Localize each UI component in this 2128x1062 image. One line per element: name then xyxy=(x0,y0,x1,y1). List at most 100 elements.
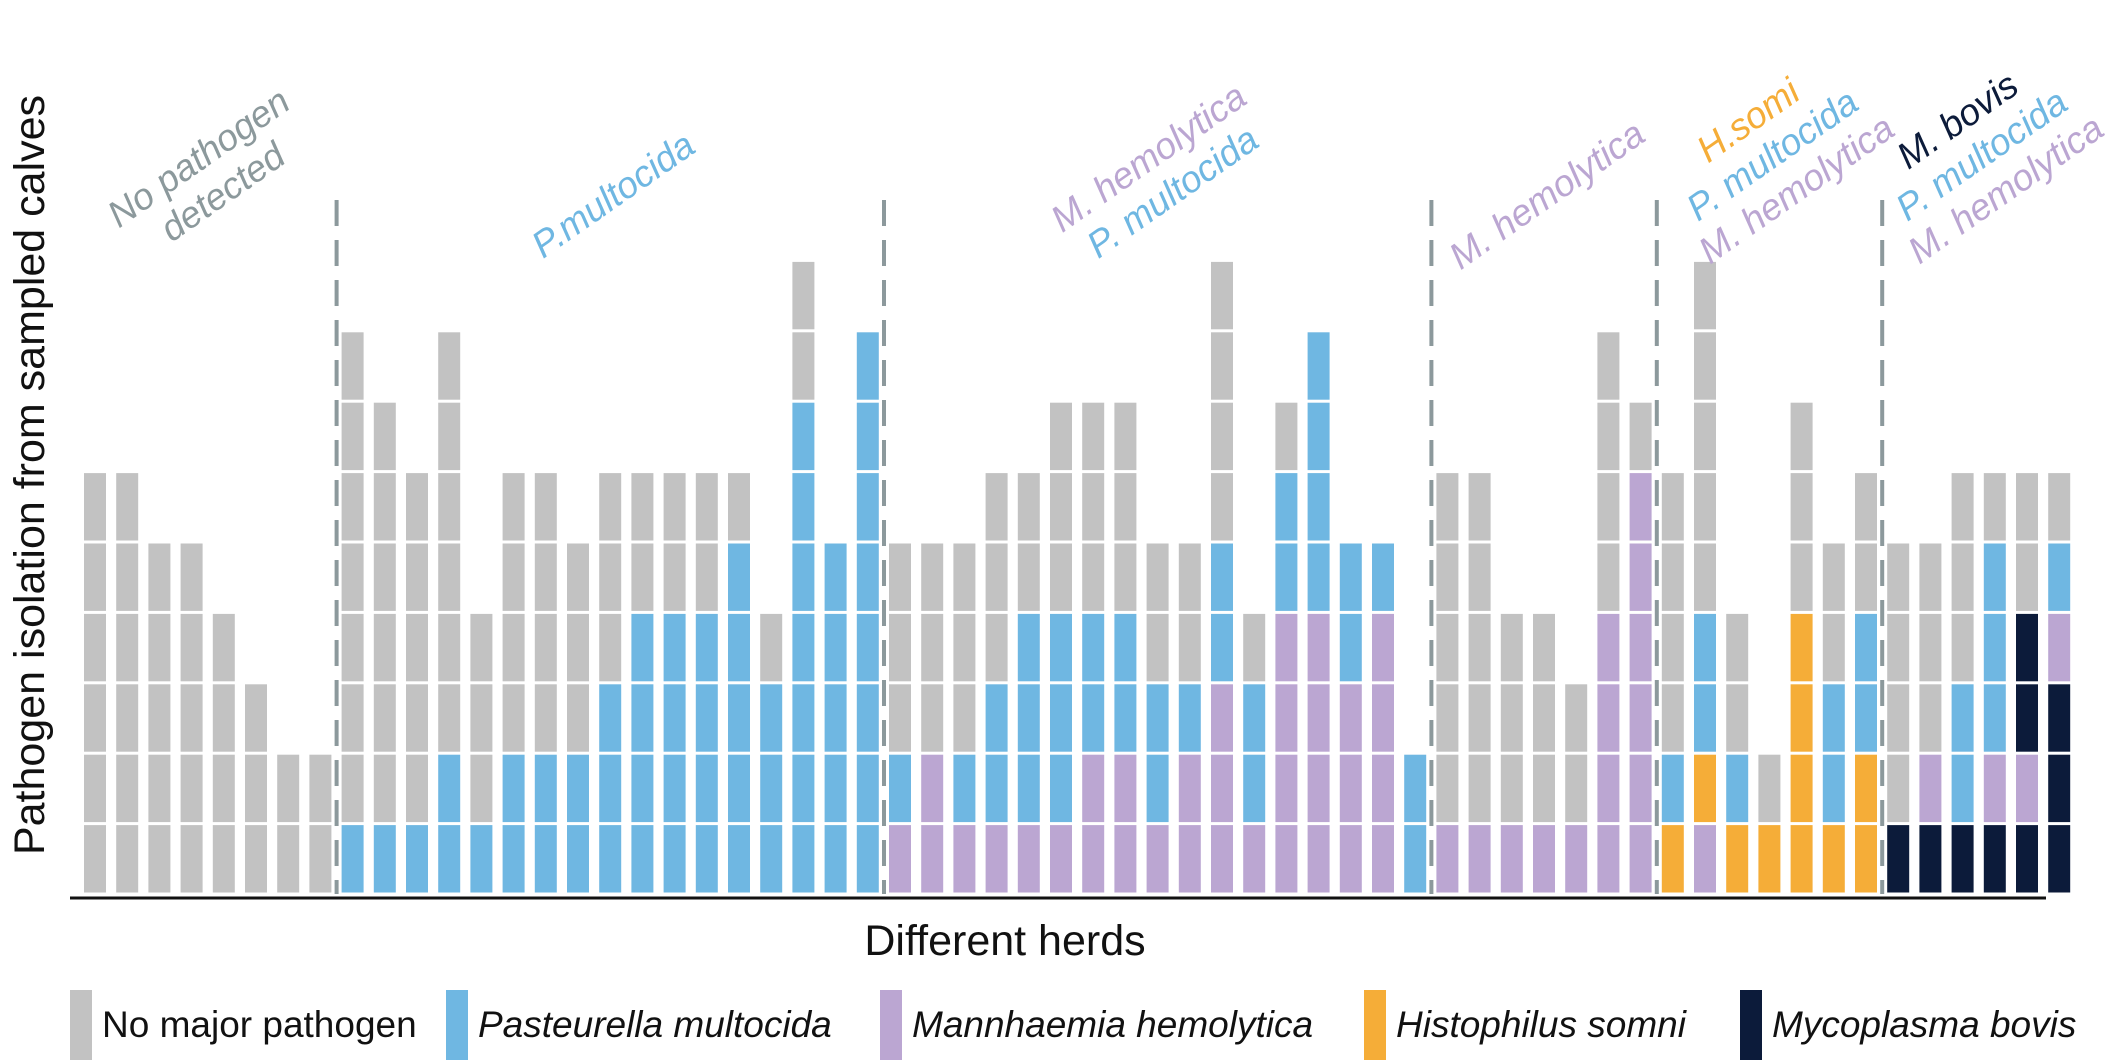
legend-item-mb: Mycoplasma bovis xyxy=(1740,990,2076,1060)
bar-segment-none xyxy=(438,473,461,541)
bar xyxy=(792,261,815,893)
bar-segment-pm xyxy=(695,684,718,752)
bar-segment-hs xyxy=(1855,754,1877,823)
group-labels: No pathogendetected P.multocida M. hemolyt… xyxy=(100,64,2111,277)
bar-segment-none xyxy=(1243,613,1266,682)
bar-segment-none xyxy=(534,543,557,611)
bar-segment-none xyxy=(245,825,267,893)
bar-segment-pm xyxy=(1017,684,1040,752)
bar-segment-pm xyxy=(438,754,461,823)
bar-segment-none xyxy=(1500,754,1523,823)
bar-segment-none xyxy=(599,543,622,611)
bar-segment-pm xyxy=(1050,684,1072,752)
bar-segment-pm xyxy=(1951,754,1974,823)
bar-segment-none xyxy=(1146,543,1169,611)
bar xyxy=(728,473,750,893)
bar xyxy=(1887,543,1910,893)
bar-segment-pm xyxy=(1146,754,1169,823)
bar-segment-none xyxy=(1887,543,1910,611)
bar-segment-pm xyxy=(599,754,622,823)
bar-segment-hs xyxy=(1855,825,1877,893)
bar-segment-none xyxy=(953,613,976,682)
bar-segment-none xyxy=(406,613,428,682)
group-label-line: M. hemolytica xyxy=(1442,113,1652,277)
bar-segment-mh xyxy=(1017,825,1040,893)
bar-segment-none xyxy=(1919,543,1942,611)
bar-segment-none xyxy=(1436,543,1459,611)
bar xyxy=(470,613,493,893)
bar-segment-none xyxy=(180,825,203,893)
bar xyxy=(856,332,879,893)
bar-segment-none xyxy=(1629,402,1652,471)
bar-segment-none xyxy=(180,754,203,823)
bar-segment-pm xyxy=(1307,473,1330,541)
bar-segment-pm xyxy=(760,684,783,752)
bar xyxy=(502,473,525,893)
bar-segment-pm xyxy=(1372,543,1394,611)
bar-segment-mh xyxy=(2016,754,2038,823)
bar-segment-none xyxy=(373,473,396,541)
bar-segment-pm xyxy=(534,825,557,893)
bar-segment-none xyxy=(1661,473,1684,541)
bar xyxy=(1017,473,1040,893)
bar xyxy=(341,332,364,893)
bar-segment-none xyxy=(1597,332,1620,400)
bar-segment-pm xyxy=(470,825,493,893)
bar-segment-pm xyxy=(502,754,525,823)
bar-segment-none xyxy=(406,684,428,752)
bar-segment-none xyxy=(1951,613,1974,682)
bar-segment-pm xyxy=(824,754,847,823)
bar-segment-none xyxy=(1726,684,1749,752)
bar-segment-pm xyxy=(341,825,364,893)
bar-segment-mh xyxy=(1597,754,1620,823)
bar-segment-none xyxy=(438,684,461,752)
bar-segment-pm xyxy=(728,684,750,752)
bars-layer xyxy=(84,261,2071,893)
bar-segment-none xyxy=(1178,543,1201,611)
group-label-line: P.multocida xyxy=(524,124,702,266)
bar-segment-none xyxy=(985,613,1008,682)
bar-segment-none xyxy=(921,543,944,611)
bar-segment-mh xyxy=(1275,825,1298,893)
bar-segment-none xyxy=(341,402,364,471)
bar-segment-mh xyxy=(1307,825,1330,893)
bar-segment-none xyxy=(1211,261,1233,330)
bar-segment-none xyxy=(116,684,139,752)
bar-segment-pm xyxy=(856,825,879,893)
bar-segment-pm xyxy=(695,754,718,823)
bar-segment-mh xyxy=(1436,825,1459,893)
bar-segment-none xyxy=(373,613,396,682)
bar xyxy=(1565,684,1588,893)
bar-segment-none xyxy=(1855,543,1877,611)
bar xyxy=(277,754,300,893)
bar-segment-mh xyxy=(1372,684,1394,752)
bar-segment-none xyxy=(1983,473,2006,541)
bar-segment-mh xyxy=(985,825,1008,893)
bar-segment-mh xyxy=(1694,825,1716,893)
bar-segment-pm xyxy=(728,543,750,611)
bar-segment-mh xyxy=(1339,684,1362,752)
legend-item-hs: Histophilus somni xyxy=(1364,990,1686,1060)
bar-segment-none xyxy=(1822,543,1845,611)
bar-segment-pm xyxy=(1661,754,1684,823)
bar-segment-mh xyxy=(1339,754,1362,823)
bar-segment-mh xyxy=(1500,825,1523,893)
bar xyxy=(953,543,976,893)
bar-segment-hs xyxy=(1790,825,1813,893)
bar-segment-mh xyxy=(1629,473,1652,541)
bar-segment-pm xyxy=(663,684,686,752)
bar-segment-mh xyxy=(1114,754,1137,823)
bar-segment-none xyxy=(792,261,815,330)
bar xyxy=(889,543,911,893)
bar-segment-pm xyxy=(824,684,847,752)
bar xyxy=(1726,613,1749,893)
bar-segment-pm xyxy=(567,825,589,893)
bar-segment-none xyxy=(341,613,364,682)
bar-segment-mh xyxy=(1211,754,1233,823)
bar-segment-none xyxy=(373,754,396,823)
bar-segment-none xyxy=(341,543,364,611)
bar-segment-hs xyxy=(1758,825,1781,893)
bar-segment-pm xyxy=(1146,684,1169,752)
bar xyxy=(1468,473,1491,893)
bar-segment-none xyxy=(1468,684,1491,752)
